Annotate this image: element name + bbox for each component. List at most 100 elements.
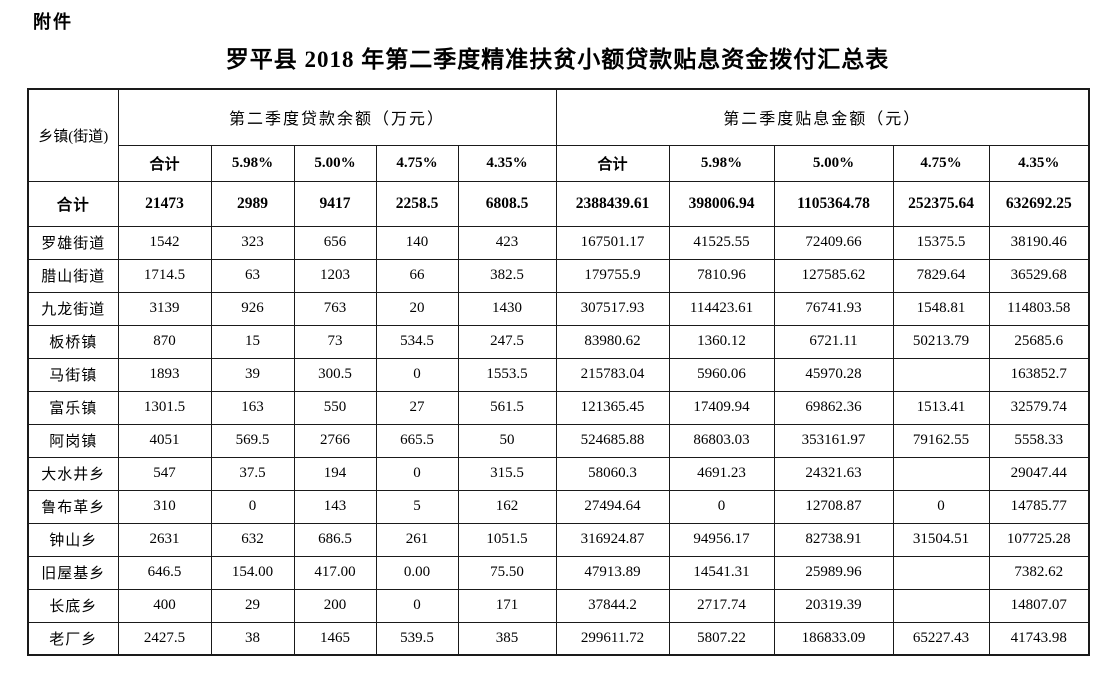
subheader-loan-rate-435: 4.35% <box>457 144 557 182</box>
table-cell: 75.50 <box>457 555 557 590</box>
table-cell: 632 <box>210 522 295 557</box>
table-cell: 94956.17 <box>668 522 775 557</box>
table-cell: 14785.77 <box>988 489 1090 524</box>
table-cell: 65227.43 <box>892 621 990 656</box>
table-row: 富乐镇 1301.5 163 550 27 561.5 121365.45 17409.94 6… <box>27 390 1090 425</box>
table-cell: 2388439.61 <box>555 180 670 227</box>
table-cell: 73 <box>293 324 377 359</box>
table-cell: 1548.81 <box>892 291 990 326</box>
subsidy-summary-table: 乡镇(街道) 第二季度贷款余额（万元） 第二季度贴息金额（元） 合计 5.98%… <box>27 88 1090 656</box>
table-cell: 25685.6 <box>988 324 1090 359</box>
table-cell: 382.5 <box>457 258 557 293</box>
table-cell: 215783.04 <box>555 357 670 392</box>
table-cell: 5558.33 <box>988 423 1090 458</box>
table-cell <box>892 357 990 392</box>
table-cell: 1513.41 <box>892 390 990 425</box>
table-cell: 15 <box>210 324 295 359</box>
table-cell: 524685.88 <box>555 423 670 458</box>
table-body: 合计 21473 2989 9417 2258.5 6808.5 2388439.61 398… <box>27 180 1090 656</box>
table-cell: 6808.5 <box>457 180 557 227</box>
table-row: 长底乡 400 29 200 0 171 37844.2 2717.74 20319.39 148… <box>27 588 1090 623</box>
table-cell <box>892 456 990 491</box>
group-header-subsidy-amount: 第二季度贴息金额（元） <box>555 88 1090 146</box>
subheader-subsidy-rate-598: 5.98% <box>668 144 775 182</box>
table-cell: 127585.62 <box>773 258 894 293</box>
table-cell: 1105364.78 <box>773 180 894 227</box>
table-cell: 1051.5 <box>457 522 557 557</box>
subheader-loan-total: 合计 <box>117 144 212 182</box>
table-cell: 38 <box>210 621 295 656</box>
table-row: 大水井乡 547 37.5 194 0 315.5 58060.3 4691.23 24321.… <box>27 456 1090 491</box>
table-cell: 0 <box>375 456 459 491</box>
table-cell: 163852.7 <box>988 357 1090 392</box>
table-cell: 1465 <box>293 621 377 656</box>
table-subheader-row: 合计 5.98% 5.00% 4.75% 4.35% 合计 5.98% 5.00… <box>28 144 1090 182</box>
table-cell: 534.5 <box>375 324 459 359</box>
table-row: 旧屋基乡 646.5 154.00 417.00 0.00 75.50 47913.89 14… <box>27 555 1090 590</box>
table-cell: 82738.91 <box>773 522 894 557</box>
table-cell: 2989 <box>210 180 295 227</box>
table-cell: 417.00 <box>293 555 377 590</box>
table-cell: 143 <box>293 489 377 524</box>
row-label: 阿岗镇 <box>27 423 119 458</box>
total-row: 合计 21473 2989 9417 2258.5 6808.5 2388439.61 398… <box>27 180 1090 227</box>
table-cell: 2258.5 <box>375 180 459 227</box>
table-cell: 1542 <box>117 225 212 260</box>
table-cell: 5807.22 <box>668 621 775 656</box>
row-label: 罗雄街道 <box>27 225 119 260</box>
table-cell: 140 <box>375 225 459 260</box>
table-cell: 7810.96 <box>668 258 775 293</box>
table-cell: 2717.74 <box>668 588 775 623</box>
table-cell: 0 <box>375 588 459 623</box>
table-cell: 632692.25 <box>988 180 1090 227</box>
table-cell: 25989.96 <box>773 555 894 590</box>
table-row: 鲁布革乡 310 0 143 5 162 27494.64 0 12708.87 0 14785.7… <box>27 489 1090 524</box>
table-cell: 167501.17 <box>555 225 670 260</box>
table-row: 九龙街道 3139 926 763 20 1430 307517.93 114423.61 76… <box>27 291 1090 326</box>
table-cell: 569.5 <box>210 423 295 458</box>
table-cell: 398006.94 <box>668 180 775 227</box>
table-cell: 7829.64 <box>892 258 990 293</box>
table-cell: 400 <box>117 588 212 623</box>
table-cell: 547 <box>117 456 212 491</box>
table-cell: 247.5 <box>457 324 557 359</box>
table-cell: 121365.45 <box>555 390 670 425</box>
table-cell: 1203 <box>293 258 377 293</box>
table-cell: 561.5 <box>457 390 557 425</box>
table-cell: 114803.58 <box>988 291 1090 326</box>
table-cell: 1553.5 <box>457 357 557 392</box>
table-cell: 36529.68 <box>988 258 1090 293</box>
subheader-subsidy-rate-475: 4.75% <box>892 144 990 182</box>
table-cell: 3139 <box>117 291 212 326</box>
row-label: 合计 <box>27 180 119 227</box>
table-cell: 186833.09 <box>773 621 894 656</box>
table-cell: 114423.61 <box>668 291 775 326</box>
table-cell: 385 <box>457 621 557 656</box>
table-cell: 315.5 <box>457 456 557 491</box>
row-label: 腊山街道 <box>27 258 119 293</box>
table-cell: 83980.62 <box>555 324 670 359</box>
table-cell: 37844.2 <box>555 588 670 623</box>
table-cell: 154.00 <box>210 555 295 590</box>
table-cell: 0 <box>375 357 459 392</box>
subheader-subsidy-rate-435: 4.35% <box>988 144 1090 182</box>
table-row: 腊山街道 1714.5 63 1203 66 382.5 179755.9 7810.96 12… <box>27 258 1090 293</box>
table-cell: 7382.62 <box>988 555 1090 590</box>
corner-header-township: 乡镇(街道) <box>27 88 119 182</box>
table-cell: 353161.97 <box>773 423 894 458</box>
table-cell: 0 <box>668 489 775 524</box>
table-cell: 323 <box>210 225 295 260</box>
table-group-header-row: 乡镇(街道) 第二季度贷款余额（万元） 第二季度贴息金额（元） <box>27 88 1090 182</box>
table-cell: 0 <box>210 489 295 524</box>
table-cell: 163 <box>210 390 295 425</box>
table-cell: 656 <box>293 225 377 260</box>
table-cell: 926 <box>210 291 295 326</box>
table-cell: 38190.46 <box>988 225 1090 260</box>
table-cell: 14541.31 <box>668 555 775 590</box>
table-cell: 0 <box>892 489 990 524</box>
table-cell: 9417 <box>293 180 377 227</box>
table-cell: 261 <box>375 522 459 557</box>
table-cell: 2766 <box>293 423 377 458</box>
table-cell: 24321.63 <box>773 456 894 491</box>
table-cell: 200 <box>293 588 377 623</box>
